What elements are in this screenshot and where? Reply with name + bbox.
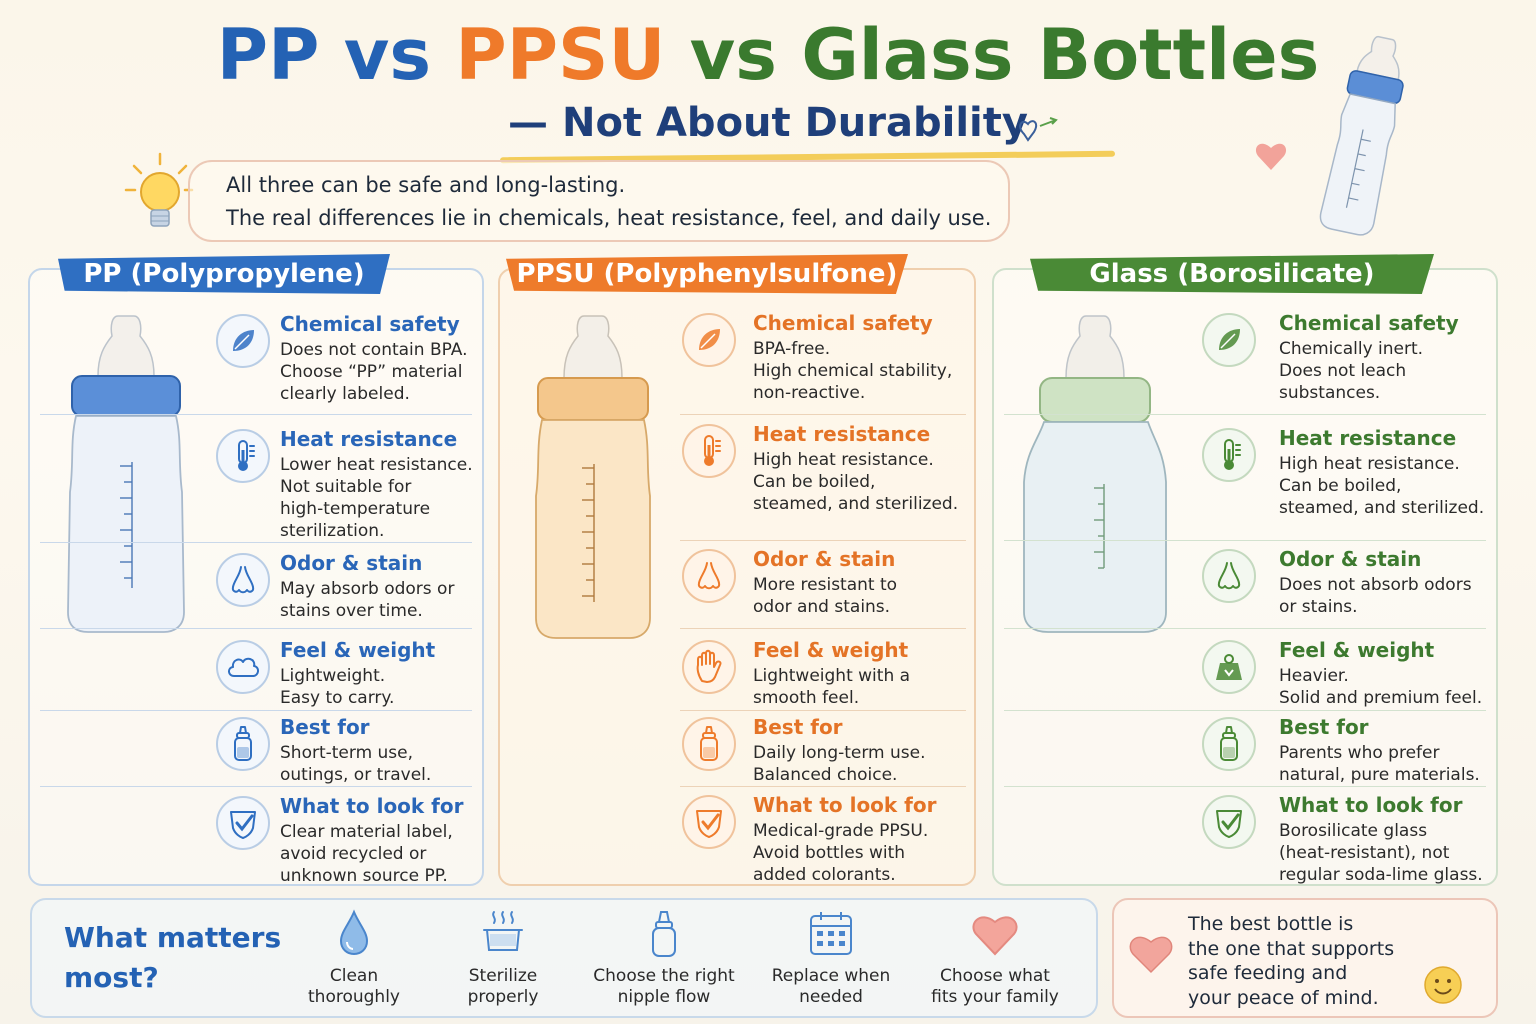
decorative-bottle-icon xyxy=(1319,35,1404,236)
checkmark-shield-icon xyxy=(682,795,736,849)
ppsu-row-body: Daily long-term use. Balanced choice. xyxy=(753,743,926,785)
title-ppsu: PPSU xyxy=(455,14,666,96)
tip-label: Sterilize properly xyxy=(467,966,539,1007)
row-divider xyxy=(680,540,966,541)
thermometer-icon xyxy=(1202,428,1256,482)
cloud-icon xyxy=(216,640,270,694)
title-pp: PP xyxy=(216,14,320,96)
ppsu-row-body: High heat resistance. Can be boiled, ste… xyxy=(753,450,959,514)
ppsu-row-title: Feel & weight xyxy=(753,638,909,662)
ppsu-row-title: Best for xyxy=(753,715,843,739)
glass-bottle-illustration xyxy=(1023,315,1167,633)
pp-row-body: Lower heat resistance. Not suitable for … xyxy=(280,455,473,541)
row-divider xyxy=(40,628,472,629)
intro-line-1: All three can be safe and long-lasting. xyxy=(226,173,626,197)
weight-icon xyxy=(1202,640,1256,694)
nose-icon xyxy=(1202,549,1256,603)
glass-row-body: Borosilicate glass (heat-resistant), not… xyxy=(1279,821,1483,885)
checkmark-shield-icon xyxy=(1202,795,1256,849)
smiley-icon xyxy=(1424,966,1462,1004)
intro-line-2: The real differences lie in chemicals, h… xyxy=(226,206,992,230)
tip-label: Choose what fits your family xyxy=(931,966,1059,1007)
what-matters-box xyxy=(30,898,1098,1018)
row-divider xyxy=(1004,414,1486,415)
ppsu-row-body: BPA-free. High chemical stability, non-r… xyxy=(753,339,953,403)
pp-row-title: Heat resistance xyxy=(280,427,458,451)
ppsu-row-title: What to look for xyxy=(753,793,937,817)
nose-icon xyxy=(682,549,736,603)
closing-heart-icon xyxy=(1129,936,1173,974)
row-divider xyxy=(40,786,472,787)
bottle-icon xyxy=(1202,717,1256,771)
thermometer-icon xyxy=(682,424,736,478)
glass-row-title: Chemical safety xyxy=(1279,311,1459,335)
ppsu-row-title: Odor & stain xyxy=(753,547,896,571)
bottle-icon xyxy=(682,717,736,771)
pp-row-title: Odor & stain xyxy=(280,551,423,575)
glass-row-body: Chemically inert. Does not leach substan… xyxy=(1279,339,1424,403)
leaf-icon xyxy=(216,314,270,368)
lightbulb-icon xyxy=(124,152,194,227)
row-divider xyxy=(1004,786,1486,787)
title-glass: Glass Bottles xyxy=(801,14,1320,96)
title-vs-1: vs xyxy=(343,14,432,96)
glass-row-title: Feel & weight xyxy=(1279,638,1435,662)
tip-label: Clean thoroughly xyxy=(308,966,400,1007)
row-divider xyxy=(1004,628,1486,629)
bottle-icon xyxy=(216,717,270,771)
row-divider xyxy=(680,786,966,787)
pp-row-body: Lightweight. Easy to carry. xyxy=(280,666,395,708)
leaf-icon xyxy=(682,313,736,367)
thermometer-icon xyxy=(216,429,270,483)
pp-column-header: PP (Polypropylene) xyxy=(58,254,390,294)
ppsu-bottle-illustration xyxy=(535,315,651,639)
leaf-icon xyxy=(1202,313,1256,367)
closing-message: The best bottle is the one that supports… xyxy=(1188,913,1395,1009)
row-divider xyxy=(40,414,472,415)
pp-row-body: Does not contain BPA. Choose “PP” materi… xyxy=(280,340,468,404)
row-divider xyxy=(1004,710,1486,711)
row-divider xyxy=(680,414,966,415)
ppsu-row-body: More resistant to odor and stains. xyxy=(753,575,898,617)
row-divider xyxy=(40,542,472,543)
title-vs-2: vs xyxy=(689,14,777,96)
pp-bottle-illustration xyxy=(67,315,185,633)
ppsu-column-header: PPSU (Polyphenylsulfone) xyxy=(506,254,908,294)
doodle-heart-icon xyxy=(1019,117,1058,142)
small-heart-icon xyxy=(1255,143,1287,170)
glass-row-title: Odor & stain xyxy=(1279,547,1422,571)
pp-row-title: Feel & weight xyxy=(280,638,436,662)
ppsu-row-body: Lightweight with a smooth feel. xyxy=(753,666,911,708)
ppsu-row-title: Chemical safety xyxy=(753,311,933,335)
pp-row-body: May absorb odors or stains over time. xyxy=(280,579,455,621)
page-subtitle: — Not About Durability xyxy=(508,100,1028,146)
glass-row-body: Parents who prefer natural, pure materia… xyxy=(1279,743,1480,785)
glass-row-title: Heat resistance xyxy=(1279,426,1457,450)
pp-row-body: Short-term use, outings, or travel. xyxy=(280,743,432,785)
what-matters-heading: What matters most? xyxy=(64,921,282,994)
row-divider xyxy=(40,710,472,711)
intro-box xyxy=(188,160,1010,242)
ppsu-row-title: Heat resistance xyxy=(753,422,931,446)
pp-row-title: What to look for xyxy=(280,794,464,818)
tip-label: Choose the right nipple flow xyxy=(593,966,735,1007)
tip-label: Replace when needed xyxy=(771,966,891,1007)
pp-row-title: Chemical safety xyxy=(280,312,460,336)
row-divider xyxy=(680,628,966,629)
glass-row-body: Heavier. Solid and premium feel. xyxy=(1279,666,1483,708)
row-divider xyxy=(1004,540,1486,541)
pp-row-body: Clear material label, avoid recycled or … xyxy=(280,822,453,886)
ppsu-row-body: Medical-grade PPSU. Avoid bottles with a… xyxy=(753,821,929,885)
checkmark-shield-icon xyxy=(216,796,270,850)
glass-column-header: Glass (Borosilicate) xyxy=(1030,254,1434,294)
glass-row-body: Does not absorb odors or stains. xyxy=(1279,575,1472,617)
glass-row-body: High heat resistance. Can be boiled, ste… xyxy=(1279,454,1485,518)
row-divider xyxy=(680,710,966,711)
glass-row-title: Best for xyxy=(1279,715,1369,739)
hand-icon xyxy=(682,640,736,694)
nose-icon xyxy=(216,553,270,607)
pp-row-title: Best for xyxy=(280,715,370,739)
page-title: PP vs PPSU vs Glass Bottles xyxy=(0,14,1536,96)
glass-row-title: What to look for xyxy=(1279,793,1463,817)
